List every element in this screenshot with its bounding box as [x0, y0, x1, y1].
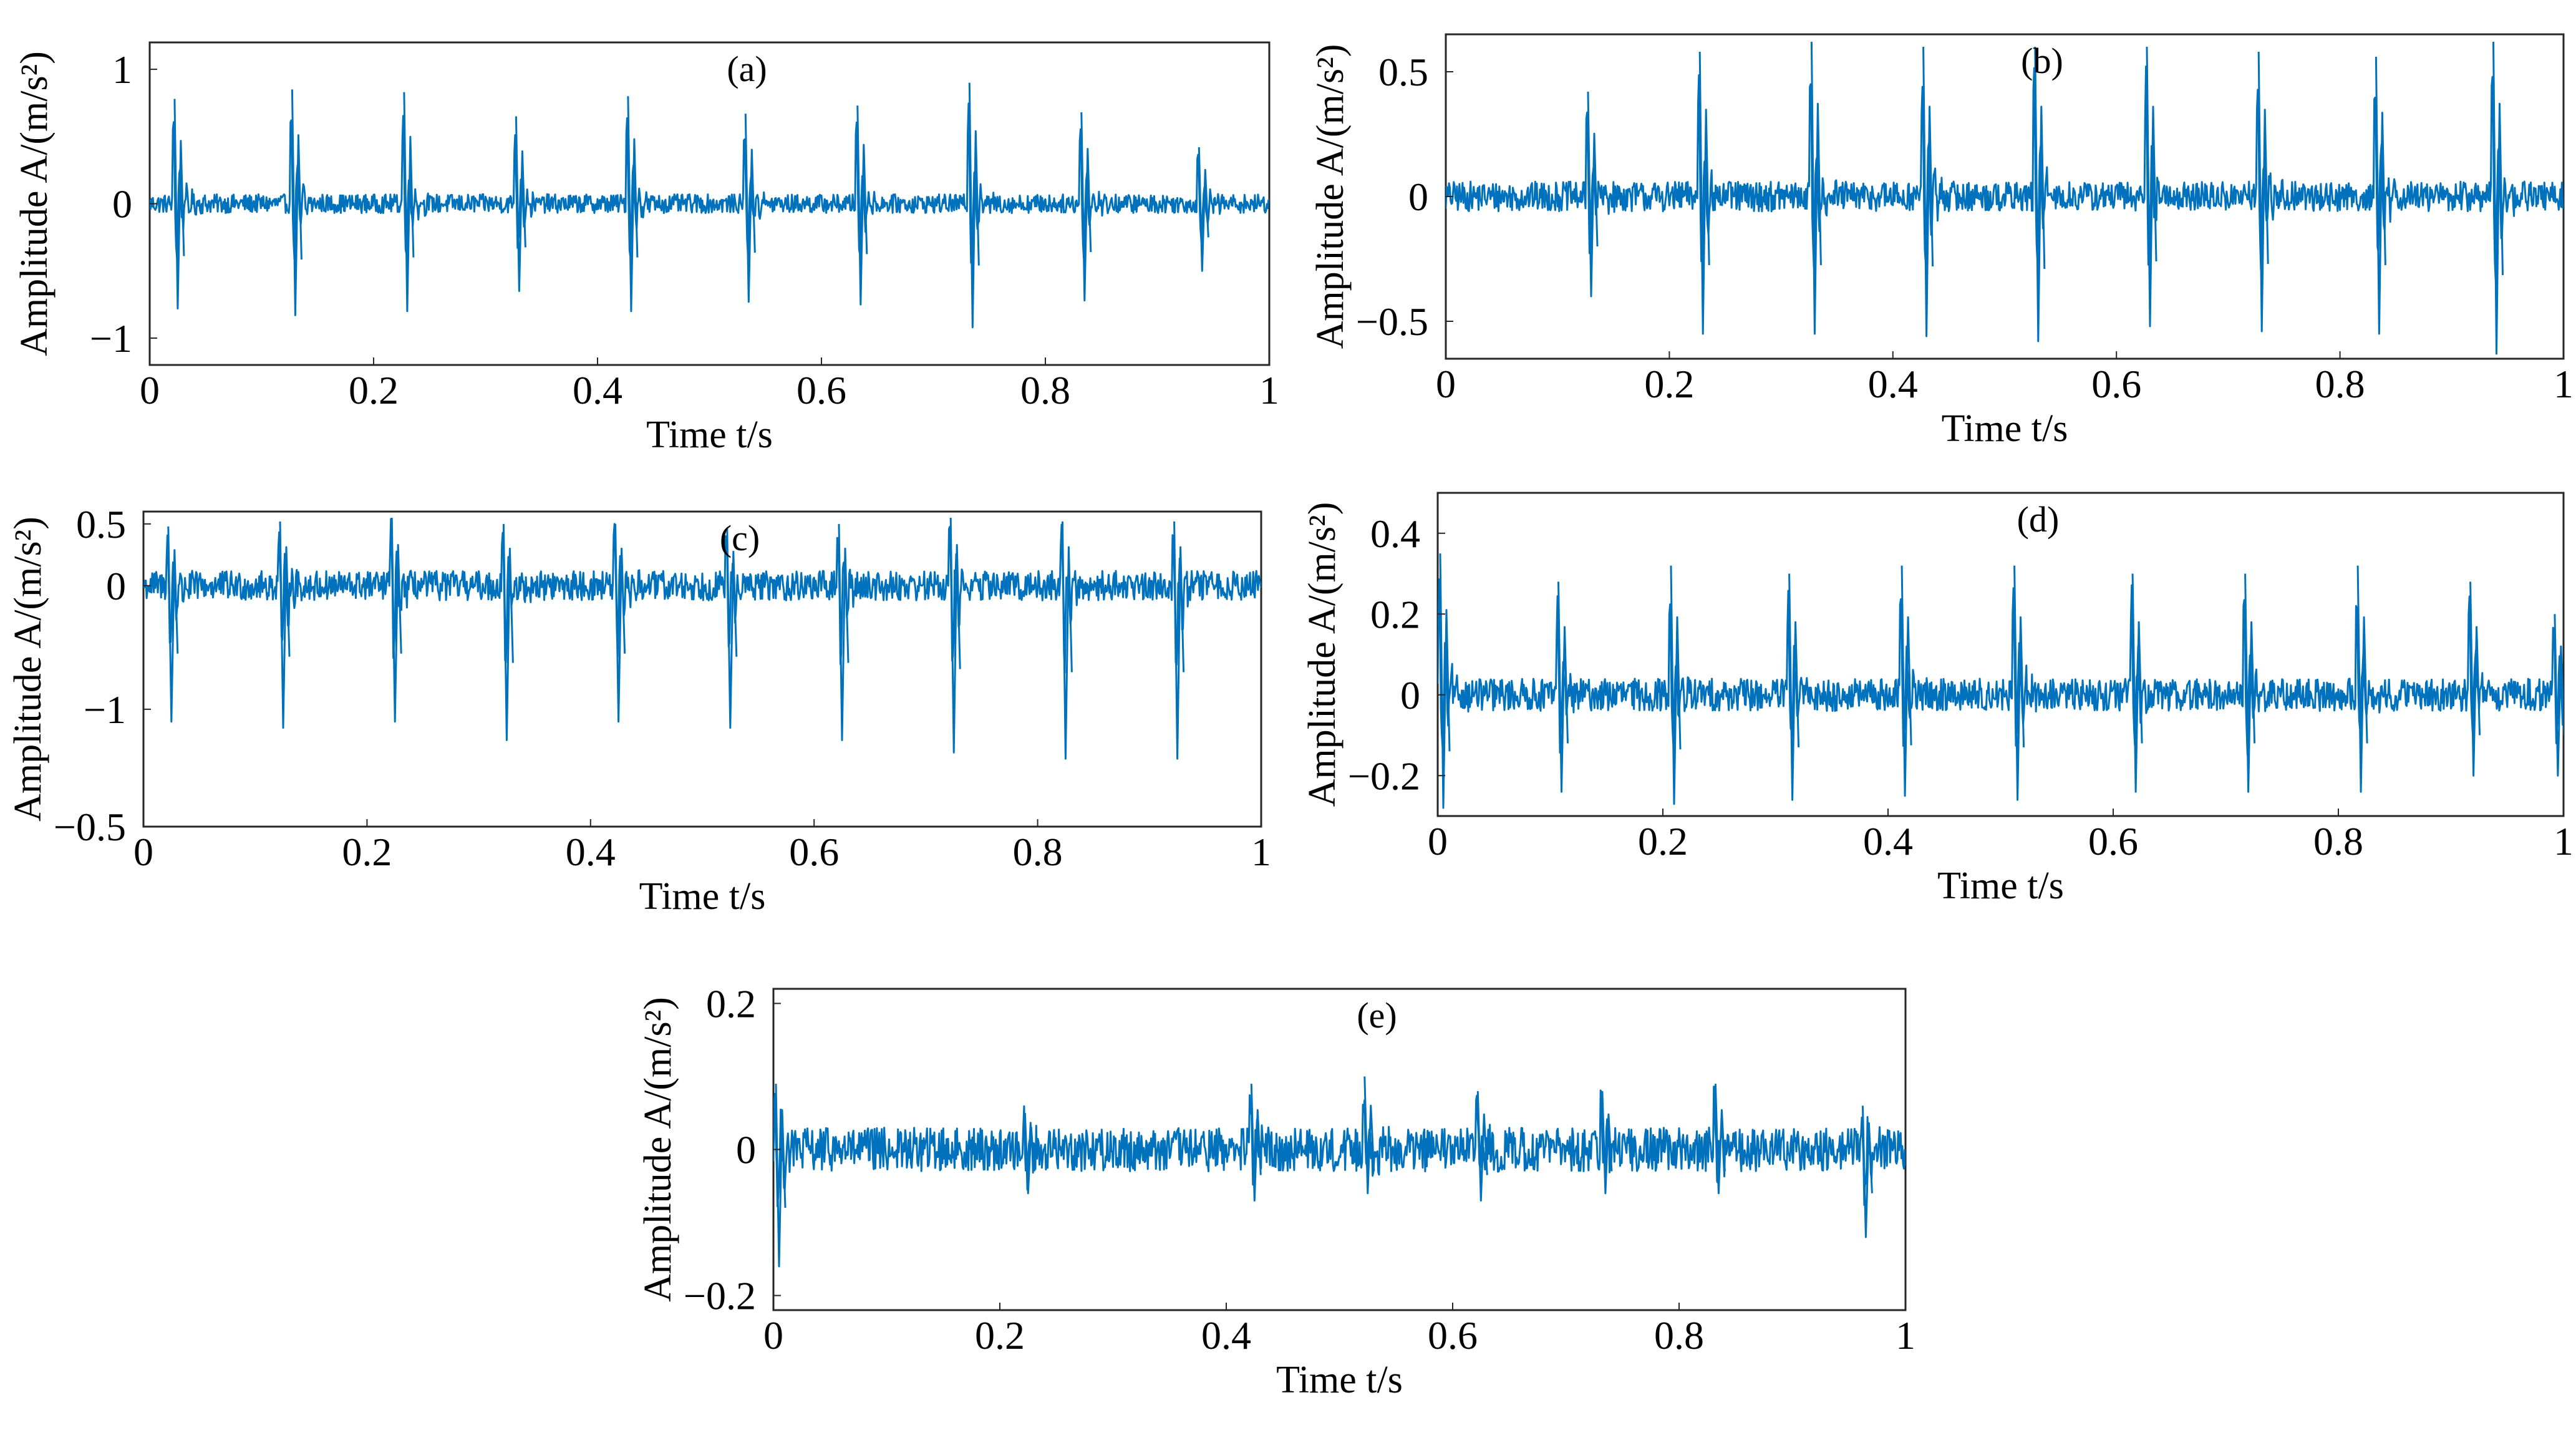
x-tick-label: 0	[1436, 362, 1456, 406]
x-axis-title: Time t/s	[1942, 407, 2068, 450]
panel-label: (a)	[727, 49, 767, 89]
y-tick-label: 0	[1408, 175, 1428, 219]
x-tick-label: 0.8	[2315, 362, 2365, 406]
x-tick-label: 0.2	[975, 1313, 1025, 1358]
x-tick-label: 0.4	[1863, 819, 1913, 863]
x-axis-title: Time t/s	[1937, 865, 2064, 907]
y-tick-label: 0	[106, 564, 126, 608]
y-tick-label: 0.5	[76, 502, 126, 547]
y-tick-label: 0.2	[706, 981, 756, 1026]
y-axis-title: Amplitude A/(m/s²)	[1309, 44, 1352, 349]
y-tick-label: 1	[112, 47, 132, 92]
signal-line-b	[1446, 41, 2564, 355]
signal-line-e	[773, 1076, 1905, 1268]
x-tick-label: 1	[1259, 368, 1279, 412]
x-tick-label: 0.2	[349, 368, 399, 412]
x-tick-label: 1	[1896, 1313, 1915, 1358]
y-tick-label: −1	[84, 687, 126, 732]
y-axis-title: Amplitude A/(m/s²)	[13, 51, 56, 356]
y-tick-label: −0.5	[54, 805, 126, 849]
x-tick-label: 1	[1251, 830, 1271, 874]
x-tick-label: 0	[140, 368, 160, 412]
x-axis-title: Time t/s	[639, 875, 766, 918]
y-tick-label: 0	[1400, 673, 1420, 717]
x-tick-label: 0.6	[789, 830, 839, 874]
x-tick-label: 0.6	[1428, 1313, 1478, 1358]
signal-line-d	[1438, 553, 2564, 809]
panel-label: (e)	[1357, 995, 1397, 1036]
y-tick-label: −0.2	[684, 1274, 756, 1318]
x-tick-label: 0.2	[342, 830, 392, 874]
y-tick-label: 0.5	[1378, 50, 1428, 94]
y-axis-title: Amplitude A/(m/s²)	[1301, 502, 1344, 807]
x-tick-label: 0.8	[1013, 830, 1063, 874]
y-tick-label: −0.2	[1348, 754, 1420, 798]
x-tick-label: 0.4	[566, 830, 616, 874]
x-tick-label: 0.6	[2091, 362, 2141, 406]
x-tick-label: 1	[2554, 362, 2574, 406]
y-tick-label: 0.2	[1370, 592, 1420, 636]
y-tick-label: 0	[736, 1128, 756, 1172]
x-tick-label: 0	[763, 1313, 783, 1358]
y-axis-title: Amplitude A/(m/s²)	[7, 517, 49, 822]
panel-label: (c)	[720, 518, 760, 558]
x-tick-label: 1	[2554, 819, 2574, 863]
panel-label: (d)	[2017, 499, 2060, 540]
x-axis-title: Time t/s	[1276, 1359, 1403, 1401]
y-tick-label: −0.5	[1356, 299, 1428, 344]
x-tick-label: 0	[133, 830, 153, 874]
y-tick-label: 0.4	[1370, 512, 1420, 556]
y-tick-label: 0	[112, 182, 132, 226]
panel-label: (b)	[2021, 41, 2063, 81]
x-axis-title: Time t/s	[646, 414, 773, 456]
x-tick-label: 0.4	[1868, 362, 1918, 406]
signal-line-a	[150, 82, 1269, 329]
y-tick-label: −1	[90, 316, 132, 361]
x-tick-label: 0.6	[797, 368, 846, 412]
signal-line-c	[143, 517, 1261, 760]
x-tick-label: 0.6	[2088, 819, 2138, 863]
x-tick-label: 0.8	[2313, 819, 2363, 863]
x-tick-label: 0.2	[1644, 362, 1694, 406]
x-tick-label: 0.4	[573, 368, 622, 412]
x-tick-label: 0.2	[1638, 819, 1688, 863]
y-axis-title: Amplitude A/(m/s²)	[637, 997, 679, 1302]
plot-frame	[142, 510, 1262, 828]
panel-c: 0 0.2 0.4 0.6 0.8 1 0.5 0 −1 −0.5 Time t/s Amplitud…	[7, 502, 1271, 918]
plot-frame	[1436, 492, 2565, 817]
x-tick-label: 0.8	[1654, 1313, 1704, 1358]
x-tick-label: 0.8	[1020, 368, 1070, 412]
x-tick-label: 0.4	[1201, 1313, 1251, 1358]
x-tick-label: 0	[1428, 819, 1448, 863]
